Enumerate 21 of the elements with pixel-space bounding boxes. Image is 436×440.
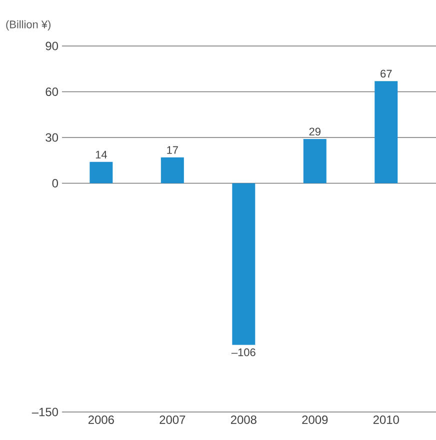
bar bbox=[232, 183, 256, 345]
bar bbox=[90, 162, 113, 184]
y-tick-label: 30 bbox=[46, 133, 58, 142]
x-tick-label: 2009 bbox=[302, 416, 328, 424]
bar bbox=[303, 139, 326, 184]
data-label: 29 bbox=[309, 128, 320, 136]
data-label: 17 bbox=[167, 146, 178, 154]
y-axis-title: (Billion ¥) bbox=[6, 20, 50, 30]
x-tick-label: 2008 bbox=[230, 416, 256, 424]
y-tick-label: 60 bbox=[46, 88, 58, 96]
y-tick-label: –150 bbox=[32, 408, 58, 416]
data-label: 67 bbox=[380, 70, 392, 78]
data-label: 14 bbox=[96, 150, 107, 158]
y-tick-label: 0 bbox=[52, 179, 58, 188]
x-tick-label: 2007 bbox=[160, 416, 186, 424]
y-tick-label: 90 bbox=[46, 42, 58, 50]
bar bbox=[160, 157, 184, 184]
x-tick-label: 2006 bbox=[88, 416, 114, 424]
data-label: –106 bbox=[231, 348, 256, 356]
x-tick-label: 2010 bbox=[373, 416, 399, 424]
bar bbox=[374, 81, 398, 184]
